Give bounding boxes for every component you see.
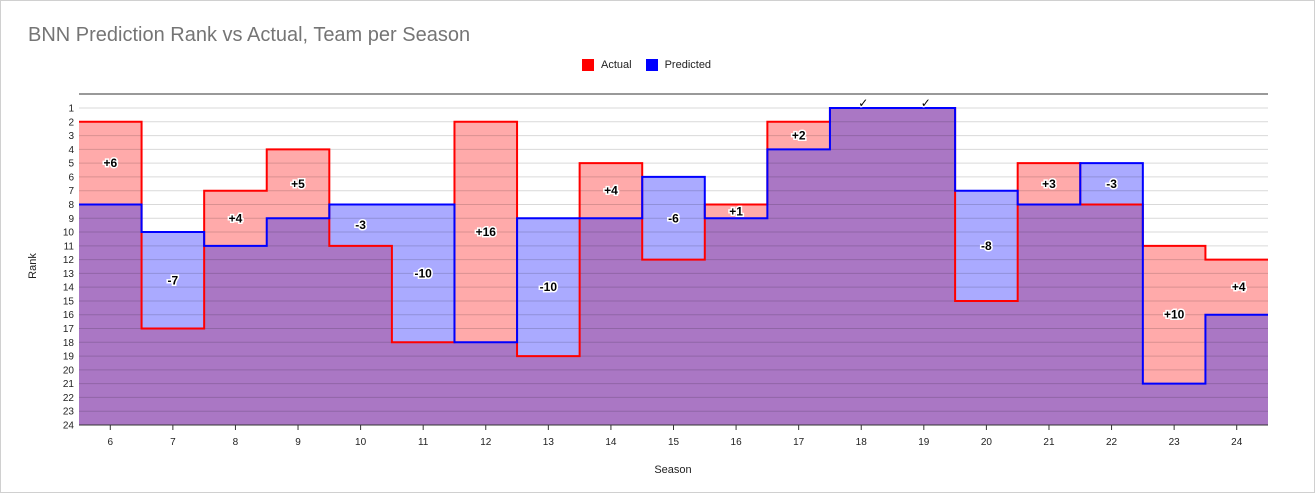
difference-label: ✓ <box>858 96 868 110</box>
legend-item-actual[interactable]: Actual <box>582 59 632 71</box>
difference-label: -8 <box>981 239 992 253</box>
y-tick-label: 21 <box>63 379 75 390</box>
y-tick-label: 3 <box>68 131 74 142</box>
difference-label: +1 <box>729 204 743 218</box>
y-tick-label: 8 <box>68 200 74 211</box>
x-tick-label: 16 <box>731 437 743 448</box>
difference-label: +5 <box>291 177 305 191</box>
difference-label: -6 <box>668 211 679 225</box>
y-tick-label: 5 <box>68 159 74 170</box>
difference-label: +4 <box>1232 280 1246 294</box>
y-tick-label: 7 <box>68 186 74 197</box>
legend-swatch-actual <box>582 59 594 71</box>
y-tick-label: 19 <box>63 352 75 363</box>
y-tick-label: 11 <box>64 241 75 252</box>
x-tick-label: 14 <box>605 437 617 448</box>
difference-label: -7 <box>168 273 179 287</box>
x-tick-label: 6 <box>108 437 114 448</box>
difference-label: +2 <box>792 129 806 143</box>
y-axis-title: Rank <box>27 253 39 279</box>
y-tick-label: 9 <box>68 214 74 225</box>
legend-label-actual: Actual <box>601 59 632 71</box>
difference-label: -3 <box>355 218 366 232</box>
y-tick-label: 10 <box>63 228 75 239</box>
difference-label: -3 <box>1106 177 1117 191</box>
chart-title: BNN Prediction Rank vs Actual, Team per … <box>28 24 471 46</box>
x-tick-label: 20 <box>981 437 993 448</box>
x-tick-label: 24 <box>1231 437 1243 448</box>
x-tick-label: 21 <box>1043 437 1055 448</box>
y-tick-label: 18 <box>63 338 75 349</box>
legend: Actual Predicted <box>582 59 725 71</box>
x-tick-label: 18 <box>856 437 868 448</box>
difference-label: +16 <box>476 225 497 239</box>
y-tick-label: 15 <box>63 296 75 307</box>
y-tick-label: 13 <box>63 269 75 280</box>
legend-label-predicted: Predicted <box>664 59 712 71</box>
difference-label: -10 <box>415 266 433 280</box>
legend-item-predicted[interactable]: Predicted <box>645 59 712 71</box>
difference-label: +4 <box>604 184 618 198</box>
x-axis-title: Season <box>654 464 691 476</box>
y-tick-label: 1 <box>68 104 74 115</box>
y-tick-label: 2 <box>68 117 74 128</box>
difference-label: ✓ <box>921 96 931 110</box>
y-tick-label: 23 <box>63 407 75 418</box>
y-tick-label: 22 <box>63 393 75 404</box>
y-tick-label: 12 <box>63 255 75 266</box>
x-tick-label: 11 <box>418 437 429 448</box>
x-tick-label: 22 <box>1106 437 1118 448</box>
difference-label: +10 <box>1164 308 1185 322</box>
difference-label: -10 <box>540 280 558 294</box>
y-tick-label: 24 <box>63 421 75 432</box>
x-tick-label: 8 <box>233 437 239 448</box>
y-tick-label: 4 <box>68 145 74 156</box>
x-tick-label: 23 <box>1169 437 1181 448</box>
y-tick-label: 17 <box>63 324 75 335</box>
x-tick-label: 7 <box>170 437 176 448</box>
y-tick-label: 14 <box>63 283 75 294</box>
legend-swatch-predicted <box>645 59 658 71</box>
predicted-line <box>79 107 1268 385</box>
x-tick-label: 9 <box>295 437 301 448</box>
y-tick-label: 6 <box>68 172 74 183</box>
x-tick-label: 13 <box>543 437 555 448</box>
x-tick-label: 17 <box>793 437 805 448</box>
x-tick-label: 15 <box>668 437 680 448</box>
difference-label: +3 <box>1042 177 1056 191</box>
difference-label: +4 <box>229 211 243 225</box>
x-tick-label: 10 <box>355 437 367 448</box>
y-tick-label: 16 <box>63 310 75 321</box>
x-tick-label: 12 <box>480 437 492 448</box>
y-tick-label: 20 <box>63 365 75 376</box>
overlap-area <box>79 108 1268 425</box>
difference-label: +6 <box>103 156 117 170</box>
x-tick-label: 19 <box>918 437 930 448</box>
